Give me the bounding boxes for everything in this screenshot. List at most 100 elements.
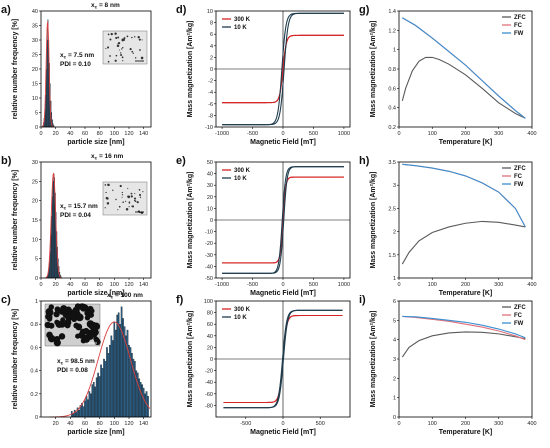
x-tick-label: 100 bbox=[428, 282, 437, 288]
y-tick-label: 5 bbox=[393, 318, 396, 324]
y-tick-label: 0 bbox=[35, 125, 38, 131]
legend-label: 300 K bbox=[234, 168, 251, 174]
y-axis-label: Mass magnetization [Am²/kg] bbox=[187, 172, 194, 269]
particle bbox=[115, 198, 117, 201]
particle bbox=[134, 193, 136, 195]
annotation-symbol: x bbox=[60, 52, 64, 59]
y-tick-label: 10 bbox=[32, 96, 38, 102]
y-tick-label: 25 bbox=[32, 53, 38, 59]
annotation-symbol: x bbox=[60, 203, 64, 210]
y-tick-label: 0 bbox=[210, 357, 213, 363]
x-tick-label: 120 bbox=[124, 421, 133, 427]
annotation-pdi: PDI = 0.08 bbox=[57, 367, 88, 374]
particle bbox=[132, 52, 134, 54]
y-tick-label: 3.5 bbox=[388, 160, 396, 166]
annotation-size-fit: xc = 15.7 nm bbox=[60, 203, 98, 211]
annotation-symbol: x bbox=[107, 292, 111, 299]
x-tick-label: 300 bbox=[494, 421, 503, 427]
histogram-bar bbox=[51, 216, 53, 279]
x-tick-label: -1000 bbox=[215, 282, 229, 288]
annotation-value: = 100 nm bbox=[113, 292, 143, 299]
histogram-bar bbox=[138, 378, 141, 418]
annotation-subscript: c bbox=[111, 295, 114, 300]
histogram-bar bbox=[52, 181, 54, 279]
x-tick-label: 100 bbox=[110, 131, 119, 137]
y-tick-label: 6 bbox=[210, 32, 213, 38]
y-tick-label: -40 bbox=[205, 264, 213, 270]
y-tick-label: 0 bbox=[393, 415, 396, 421]
histogram-bar bbox=[110, 335, 113, 418]
annotation-pdi: PDI = 0.04 bbox=[60, 212, 91, 219]
y-tick-label: 35 bbox=[32, 24, 38, 30]
annotation-value: = 16 nm bbox=[97, 153, 123, 160]
x-tick-label: 1000 bbox=[338, 282, 350, 288]
histogram-bar bbox=[91, 384, 94, 418]
histogram-bar bbox=[75, 412, 77, 418]
particle bbox=[46, 331, 53, 339]
histogram-bar bbox=[113, 321, 116, 418]
histogram-bar bbox=[114, 329, 117, 418]
y-tick-label: 2 bbox=[393, 230, 396, 236]
histogram-bar bbox=[103, 358, 105, 418]
annotation-symbol: x bbox=[57, 358, 61, 365]
particle bbox=[122, 46, 124, 49]
y-tick-label: 20 bbox=[32, 199, 38, 205]
y-tick-label: 3 bbox=[393, 183, 396, 189]
particle bbox=[121, 191, 123, 194]
x-tick-label: 500 bbox=[309, 131, 318, 137]
particle bbox=[64, 318, 72, 326]
particle bbox=[105, 48, 107, 50]
y-tick-label: 0.6 bbox=[388, 86, 396, 92]
x-tick-label: 120 bbox=[124, 282, 133, 288]
particle bbox=[79, 328, 87, 336]
legend-label: 300 K bbox=[234, 307, 251, 313]
x-tick-label: 100 bbox=[428, 131, 437, 137]
x-tick-label: 400 bbox=[527, 282, 536, 288]
particle bbox=[71, 316, 78, 323]
particle bbox=[104, 184, 107, 186]
panel-f: f) 300 K 10 K -500 0 500 -80 -60 -40 -20 0 20 40 60 80… bbox=[176, 294, 351, 436]
histogram-bar bbox=[87, 399, 89, 418]
particle bbox=[109, 55, 111, 57]
x-tick-label: 200 bbox=[461, 421, 470, 427]
histogram-bar bbox=[73, 409, 76, 418]
histogram-bar bbox=[106, 347, 108, 418]
y-tick-label: -4 bbox=[208, 90, 213, 96]
particle bbox=[58, 333, 66, 340]
particle bbox=[107, 33, 110, 36]
x-tick-label: 140 bbox=[139, 131, 148, 137]
particle bbox=[120, 52, 122, 54]
particle bbox=[138, 189, 141, 191]
fit-curve bbox=[41, 20, 54, 128]
x-tick-label: 500 bbox=[309, 282, 318, 288]
particle bbox=[140, 56, 144, 60]
particle bbox=[130, 195, 133, 198]
x-tick-label: 0 bbox=[397, 131, 400, 137]
legend-label: FC bbox=[514, 174, 523, 180]
particle bbox=[127, 195, 131, 199]
legend-label: ZFC bbox=[514, 15, 526, 21]
particle bbox=[114, 59, 117, 62]
x-tick-label: 300 bbox=[494, 282, 503, 288]
x-tick-label: 60 bbox=[82, 131, 88, 137]
particle bbox=[138, 193, 142, 196]
y-tick-label: 15 bbox=[32, 82, 38, 88]
particle bbox=[107, 60, 110, 63]
particle bbox=[60, 307, 66, 313]
panel-h: h) ZFC FC FW 0 100 200 300 400 1 1.5 2 2.5 3 3.5 Temper… bbox=[359, 155, 537, 297]
x-tick-label: 60 bbox=[82, 421, 88, 427]
y-tick-label: 40 bbox=[207, 172, 213, 178]
annotation-value: = 98.5 nm bbox=[63, 358, 95, 365]
particle bbox=[106, 197, 109, 200]
x-tick-label: 0 bbox=[281, 421, 284, 427]
particle bbox=[118, 49, 120, 51]
particle bbox=[128, 206, 130, 208]
x-tick-label: 20 bbox=[53, 131, 59, 137]
particle bbox=[130, 192, 133, 195]
series-fc-line bbox=[402, 315, 526, 341]
panel-letter: a) bbox=[1, 4, 11, 16]
y-tick-label: 40 bbox=[32, 9, 38, 15]
particle bbox=[105, 191, 107, 194]
x-axis-label: Temperature [K] bbox=[439, 429, 493, 436]
